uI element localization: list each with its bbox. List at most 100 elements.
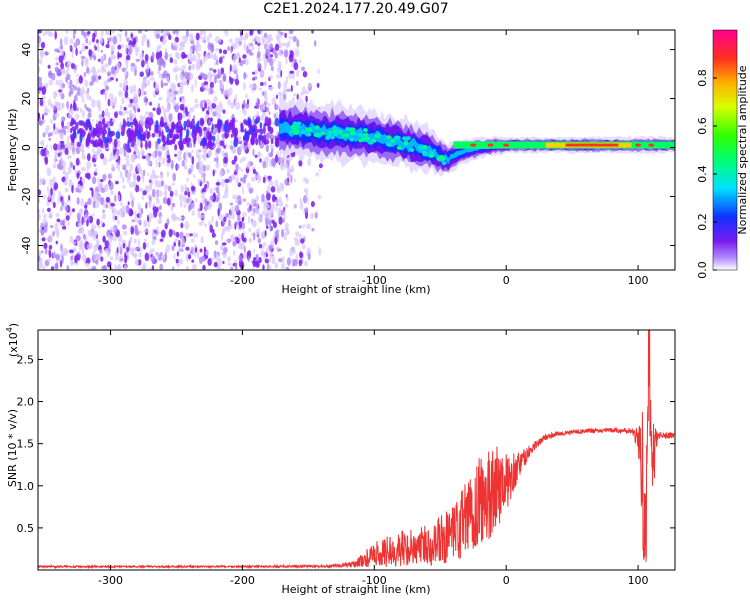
noise-speckle: [149, 248, 155, 253]
noise-speckle: [269, 143, 273, 149]
noise-speckle: [204, 102, 208, 110]
noise-speckle: [204, 138, 208, 145]
noise-speckle: [195, 232, 199, 239]
noise-speckle: [183, 54, 188, 59]
noise-speckle: [284, 32, 287, 39]
noise-speckle: [110, 202, 116, 207]
noise-speckle: [206, 35, 210, 43]
noise-speckle: [262, 242, 267, 247]
ridge-blob: [396, 145, 402, 150]
noise-speckle: [134, 43, 138, 52]
noise-speckle: [70, 162, 74, 168]
noise-speckle: [70, 259, 74, 267]
noise-speckle: [186, 119, 191, 128]
noise-speckle: [179, 103, 185, 111]
noise-speckle: [72, 165, 75, 171]
noise-speckle: [191, 63, 196, 70]
noise-speckle: [209, 131, 212, 139]
noise-speckle: [195, 149, 200, 153]
noise-speckle: [49, 178, 54, 188]
noise-speckle: [225, 183, 229, 193]
noise-speckle: [107, 78, 112, 83]
noise-speckle: [81, 253, 87, 262]
noise-speckle: [242, 212, 248, 217]
noise-speckle: [160, 146, 166, 152]
noise-speckle: [139, 126, 144, 133]
noise-speckle: [129, 163, 134, 172]
noise-speckle: [157, 150, 162, 157]
noise-speckle: [89, 81, 94, 86]
noise-speckle: [199, 248, 203, 253]
noise-speckle: [81, 129, 86, 138]
noise-speckle: [288, 39, 291, 48]
noise-speckle: [152, 206, 157, 213]
noise-speckle: [83, 234, 86, 240]
noise-speckle: [115, 131, 121, 140]
noise-speckle: [169, 190, 174, 197]
noise-speckle: [73, 94, 78, 102]
noise-speckle: [153, 81, 156, 89]
noise-speckle: [230, 101, 235, 109]
noise-speckle: [281, 255, 285, 263]
noise-speckle: [230, 234, 235, 242]
noise-speckle: [256, 151, 262, 158]
noise-speckle: [277, 91, 283, 96]
noise-speckle: [117, 33, 122, 37]
noise-speckle: [220, 67, 225, 75]
noise-speckle: [247, 207, 252, 213]
noise-speckle: [229, 119, 232, 128]
noise-speckle: [50, 144, 53, 150]
noise-speckle: [194, 98, 198, 104]
noise-speckle: [260, 250, 265, 257]
noise-speckle: [254, 35, 259, 41]
noise-speckle: [75, 121, 79, 130]
noise-speckle: [39, 58, 43, 65]
noise-speckle: [111, 47, 115, 52]
noise-speckle: [187, 152, 192, 159]
noise-speckle: [190, 186, 196, 191]
noise-speckle: [304, 260, 308, 267]
noise-speckle: [43, 242, 48, 250]
noise-speckle: [166, 154, 171, 159]
noise-speckle: [149, 101, 152, 106]
noise-speckle: [62, 225, 67, 230]
noise-speckle: [146, 39, 150, 48]
noise-speckle: [256, 51, 261, 59]
ridge-blob: [313, 133, 319, 137]
noise-speckle: [237, 182, 242, 187]
noise-speckle: [52, 163, 57, 169]
noise-speckle: [104, 85, 110, 91]
noise-speckle: [176, 251, 180, 257]
noise-speckle: [185, 30, 189, 38]
noise-speckle: [112, 35, 118, 45]
noise-speckle: [227, 256, 231, 262]
noise-speckle: [211, 123, 214, 131]
noise-speckle: [200, 193, 205, 200]
noise-speckle: [275, 198, 279, 203]
noise-speckle: [100, 65, 105, 74]
noise-speckle: [100, 49, 103, 53]
noise-speckle: [254, 129, 258, 139]
noise-speckle: [285, 57, 288, 65]
noise-speckle: [69, 38, 74, 44]
noise-speckle: [93, 55, 97, 61]
noise-speckle: [267, 117, 272, 126]
noise-speckle: [259, 158, 262, 163]
noise-speckle: [273, 113, 276, 119]
noise-speckle: [267, 125, 272, 132]
noise-speckle: [102, 235, 106, 243]
noise-speckle: [48, 70, 53, 79]
noise-speckle: [87, 267, 91, 270]
noise-speckle: [264, 156, 270, 163]
noise-speckle: [113, 101, 116, 106]
noise-speckle: [91, 176, 97, 185]
noise-speckle: [242, 54, 247, 59]
noise-speckle: [147, 222, 150, 228]
noise-speckle: [197, 210, 201, 219]
noise-speckle: [124, 30, 128, 38]
noise-speckle: [81, 155, 87, 160]
noise-speckle: [195, 32, 200, 41]
scale-exponent: 4: [5, 327, 14, 332]
noise-speckle: [64, 205, 69, 212]
noise-speckle: [155, 120, 159, 129]
